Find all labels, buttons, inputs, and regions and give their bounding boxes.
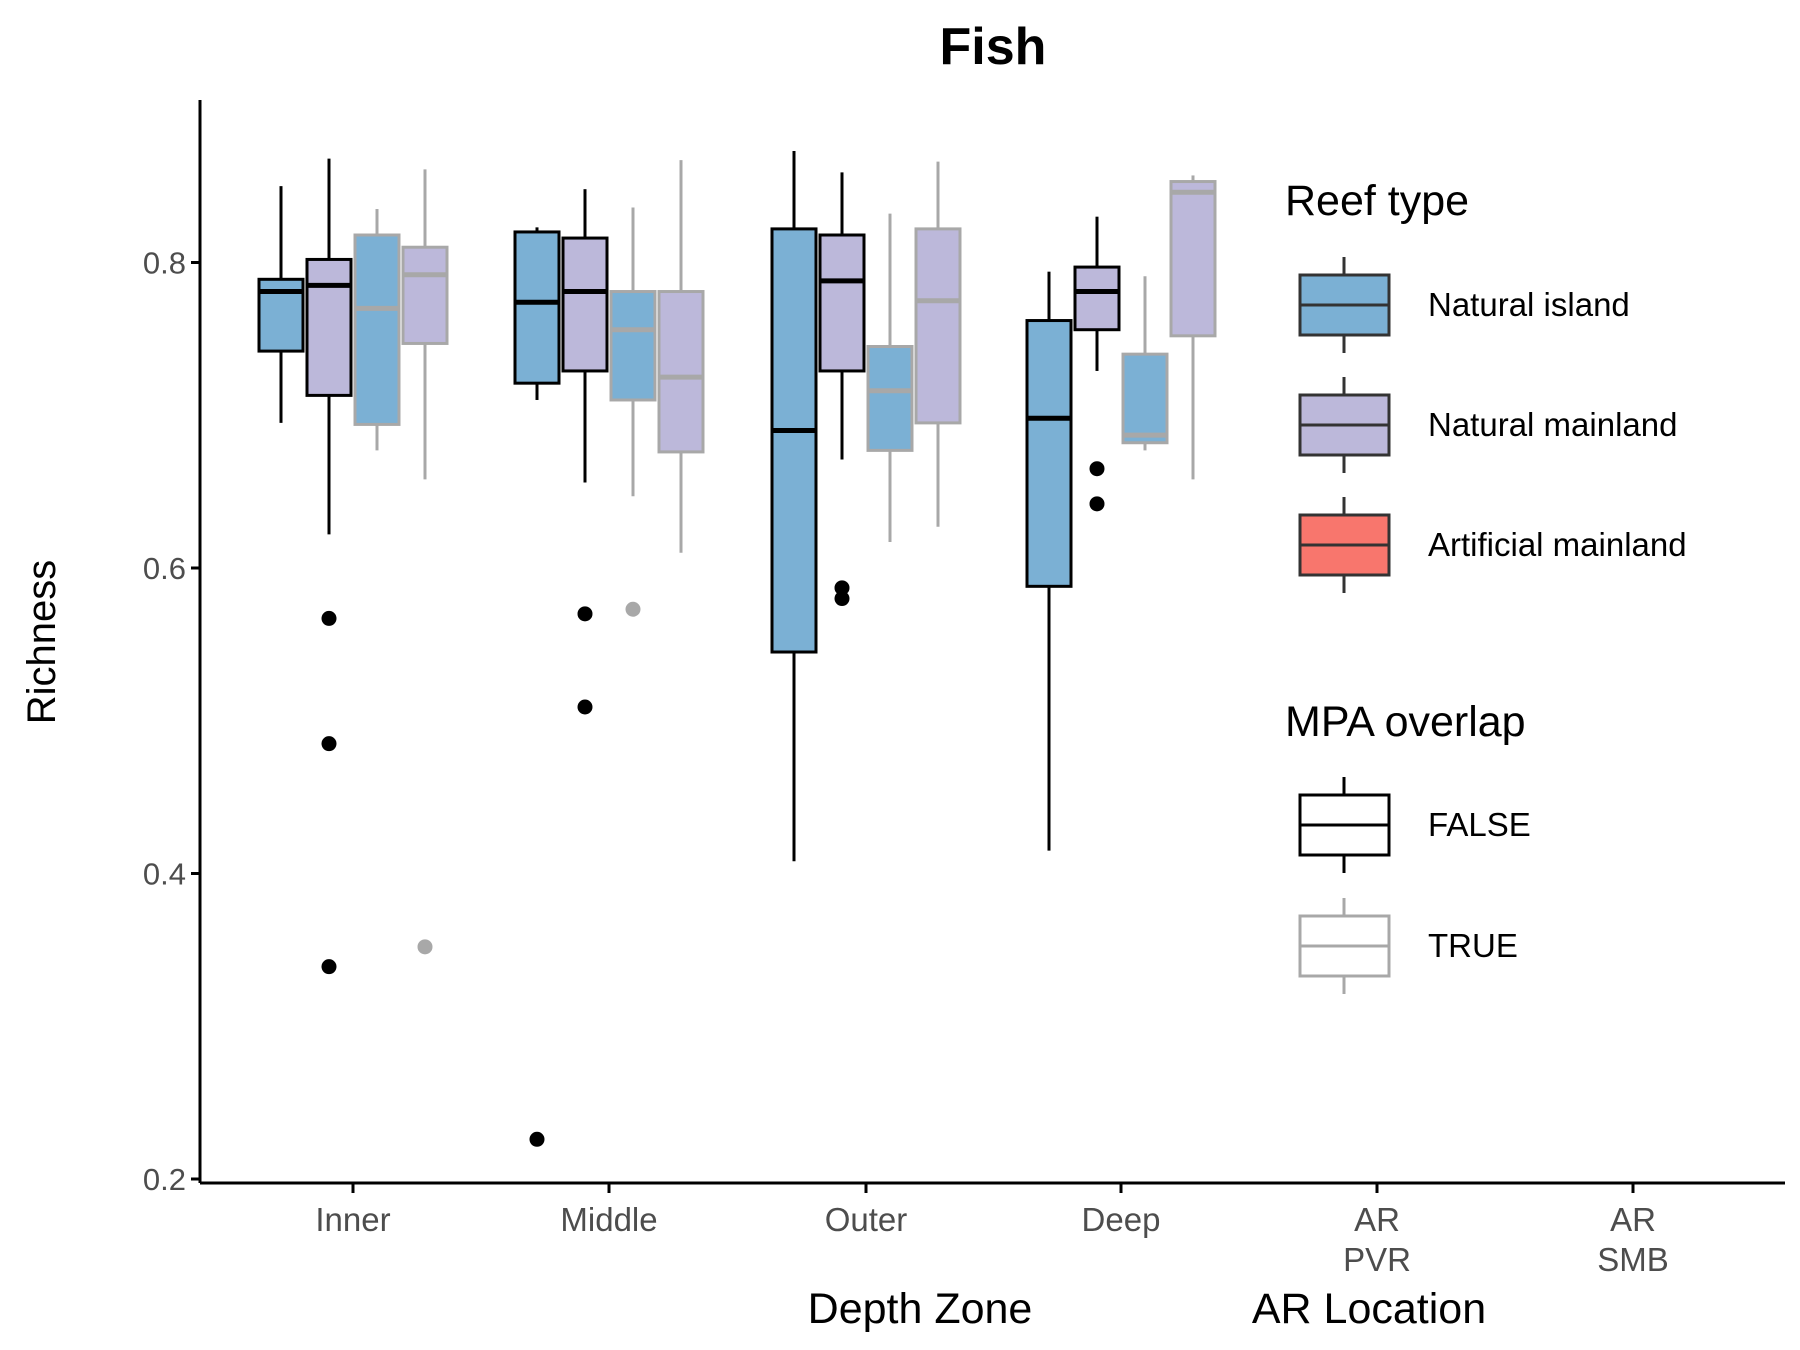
outlier-point xyxy=(1089,461,1105,477)
box-middle-3 xyxy=(657,160,705,553)
y-axis-title: Richness xyxy=(20,560,64,725)
box-body xyxy=(1169,180,1217,338)
box-outer-2 xyxy=(866,213,914,543)
box-middle-1 xyxy=(561,189,609,715)
box-body xyxy=(1121,352,1169,445)
legend-label: Natural mainland xyxy=(1428,406,1677,443)
box-body xyxy=(914,227,962,425)
box-middle-2 xyxy=(609,207,657,617)
legend-label: TRUE xyxy=(1428,927,1518,964)
box-body xyxy=(353,233,401,426)
box-body xyxy=(770,227,818,654)
x-tick-label: Middle xyxy=(560,1201,657,1238)
box-inner-3 xyxy=(401,169,449,955)
legend: Reef type Natural island Natural mainland A… xyxy=(1285,177,1687,994)
box-inner-2 xyxy=(353,209,401,451)
legend-title-reef-type: Reef type xyxy=(1285,177,1469,225)
outlier-point xyxy=(1089,496,1105,512)
x-tick-label: Outer xyxy=(825,1201,908,1238)
legend-label: Natural island xyxy=(1428,286,1630,323)
x-tick-label: AR xyxy=(1610,1201,1656,1238)
y-tick-label: 0.6 xyxy=(143,551,186,586)
legend-label: FALSE xyxy=(1428,806,1531,843)
box-body xyxy=(1073,265,1121,332)
box-body xyxy=(1025,319,1073,588)
box-body xyxy=(818,233,866,373)
box-deep-3 xyxy=(1169,175,1217,480)
box-body xyxy=(657,290,705,454)
box-inner-0 xyxy=(257,186,305,423)
outlier-point xyxy=(577,699,593,715)
x-tick-label: SMB xyxy=(1597,1241,1669,1278)
box-body xyxy=(513,230,561,385)
outlier-point xyxy=(321,736,337,752)
x-tick-label: Inner xyxy=(315,1201,390,1238)
box-outer-3 xyxy=(914,161,962,527)
outlier-point xyxy=(834,591,850,607)
x-tick-label: AR xyxy=(1354,1201,1400,1238)
x-tick-label: Deep xyxy=(1082,1201,1161,1238)
y-axis-title-wrap: Richness xyxy=(20,560,64,725)
legend-item-mpa-0: FALSE xyxy=(1298,777,1531,873)
box-body xyxy=(401,245,449,345)
box-outer-0 xyxy=(770,150,818,862)
legend-item-reef-2: Artificial mainland xyxy=(1298,497,1687,593)
outlier-point xyxy=(625,601,641,617)
boxes xyxy=(257,150,1217,1147)
box-deep-1 xyxy=(1073,216,1121,512)
box-outer-1 xyxy=(818,172,866,607)
box-body xyxy=(609,290,657,402)
outlier-point xyxy=(321,610,337,626)
x-axis-title-ar-location: AR Location xyxy=(1252,1285,1486,1333)
box-middle-0 xyxy=(513,227,561,1147)
box-deep-2 xyxy=(1121,276,1169,451)
x-tick-label: PVR xyxy=(1343,1241,1411,1278)
x-axis-title: Depth Zone xyxy=(808,1285,1033,1333)
legend-item-mpa-1: TRUE xyxy=(1298,898,1518,994)
box-inner-1 xyxy=(305,158,353,975)
box-deep-0 xyxy=(1025,271,1073,851)
outlier-point xyxy=(321,959,337,975)
outlier-point xyxy=(417,939,433,955)
legend-item-reef-1: Natural mainland xyxy=(1298,377,1677,473)
box-body xyxy=(305,257,353,397)
legend-title-mpa-overlap: MPA overlap xyxy=(1285,698,1526,746)
y-tick-label: 0.2 xyxy=(143,1162,186,1197)
box-body xyxy=(866,345,914,452)
outlier-point xyxy=(834,580,850,596)
y-tick-label: 0.4 xyxy=(143,857,186,892)
legend-label: Artificial mainland xyxy=(1428,526,1687,563)
outlier-point xyxy=(529,1131,545,1147)
y-tick-label: 0.8 xyxy=(143,246,186,281)
outlier-point xyxy=(577,606,593,622)
box-body xyxy=(561,236,609,373)
legend-item-reef-0: Natural island xyxy=(1298,257,1630,353)
chart-title: Fish xyxy=(940,18,1047,76)
